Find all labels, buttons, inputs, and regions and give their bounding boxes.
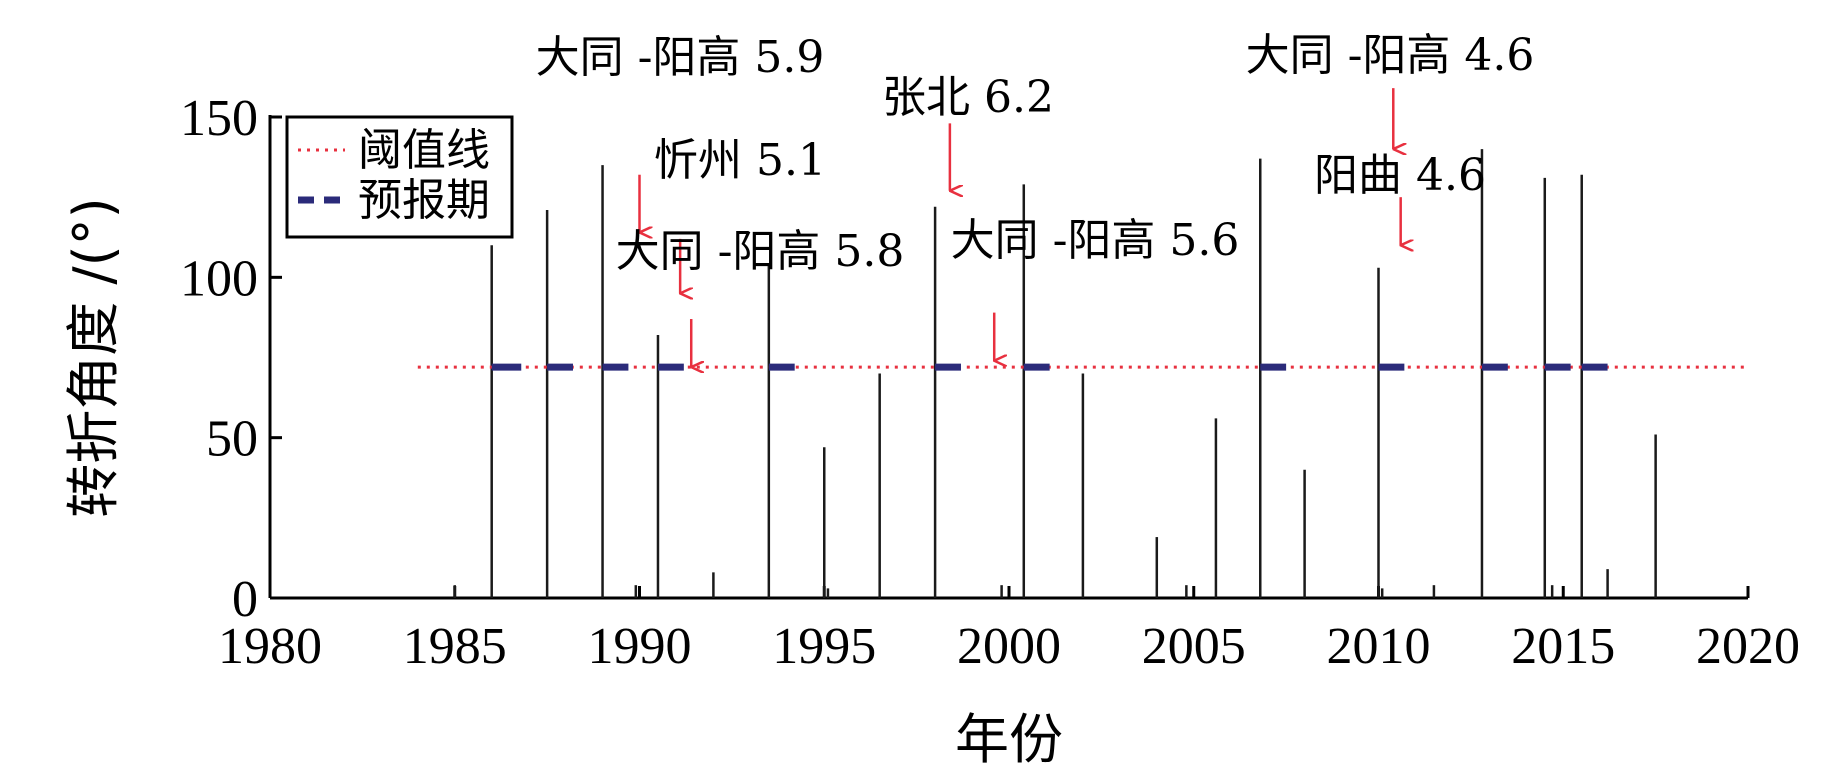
axes: 0 50 100 150 1980 1985 1990 1995 2000 2005 2010 201… <box>62 90 1800 771</box>
y-tick-label: 50 <box>206 411 258 468</box>
annotation-label: 大同 -阳高 5.6 <box>951 215 1240 266</box>
y-tick-label: 100 <box>180 250 258 307</box>
annotation-label: 大同 -阳高 4.6 <box>1246 30 1535 81</box>
x-tick-label: 1985 <box>403 618 507 675</box>
x-tick-label: 1980 <box>218 618 322 675</box>
annotations: 大同 -阳高 5.9 忻州 5.1 大同 -阳高 5.8 张北 6.2 大同 -阳高 5… <box>536 30 1535 367</box>
x-tick-label: 2000 <box>957 618 1061 675</box>
legend-threshold-label: 阈值线 <box>358 125 490 176</box>
y-tick-label: 150 <box>180 90 258 147</box>
x-tick-label: 2010 <box>1327 618 1431 675</box>
y-axis-title: 转折角度 /(°) <box>62 197 125 518</box>
y-tick-label: 0 <box>232 571 258 628</box>
bars <box>453 149 1657 598</box>
x-tick-label: 1990 <box>588 618 692 675</box>
annotation-label: 阳曲 4.6 <box>1314 150 1486 201</box>
x-tick-label: 1995 <box>772 618 876 675</box>
legend-forecast-label: 预报期 <box>358 175 490 226</box>
x-tick-label: 2005 <box>1142 618 1246 675</box>
x-tick-label: 2020 <box>1696 618 1800 675</box>
legend-box <box>285 115 514 239</box>
x-tick-label: 2015 <box>1511 618 1615 675</box>
annotation-label: 大同 -阳高 5.9 <box>536 32 825 83</box>
annotation-label: 大同 -阳高 5.8 <box>616 226 905 277</box>
annotation-label: 张北 6.2 <box>882 72 1054 123</box>
x-axis-title: 年份 <box>955 708 1063 771</box>
annotation-label: 忻州 5.1 <box>654 135 826 186</box>
